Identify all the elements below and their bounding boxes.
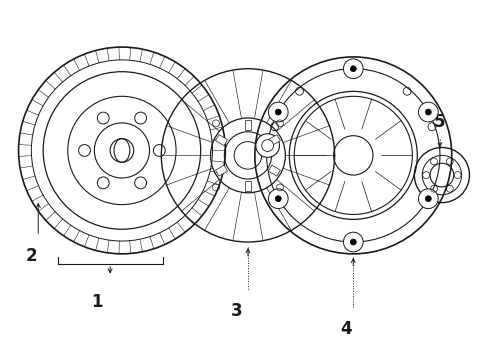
Circle shape (269, 102, 288, 122)
Circle shape (256, 134, 279, 157)
Circle shape (350, 239, 356, 245)
Circle shape (343, 232, 363, 252)
Circle shape (425, 196, 431, 202)
Circle shape (269, 189, 288, 208)
Circle shape (262, 140, 273, 152)
Bar (216, 165, 227, 176)
Circle shape (418, 189, 438, 208)
Circle shape (425, 109, 431, 115)
Text: 5: 5 (434, 113, 446, 131)
Text: 3: 3 (231, 302, 243, 320)
Circle shape (350, 66, 356, 72)
Bar (245, 120, 251, 130)
Bar (269, 135, 280, 145)
Circle shape (343, 59, 363, 78)
Circle shape (418, 102, 438, 122)
Text: 2: 2 (25, 247, 37, 265)
Text: 1: 1 (92, 293, 103, 311)
Bar (216, 135, 227, 145)
Circle shape (275, 109, 281, 115)
Bar (245, 181, 251, 191)
Text: 4: 4 (341, 320, 352, 338)
Circle shape (275, 196, 281, 202)
Bar (269, 165, 280, 176)
